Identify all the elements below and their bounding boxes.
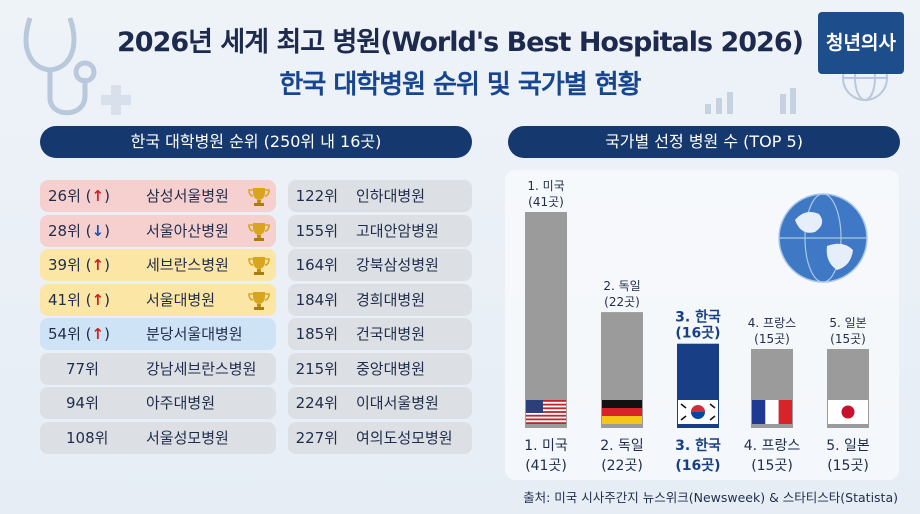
ranking-row: 108위 서울성모병원 — [40, 421, 276, 454]
source-note: 출처: 미국 시사주간지 뉴스위크(Newsweek) & 스타티스타(Stat… — [523, 490, 898, 505]
arrow-down-icon: ↓ — [91, 221, 105, 240]
axis-value-label: (15곳) — [751, 458, 793, 474]
rank-label: 215위 — [295, 359, 338, 378]
page-subtitle: 한국 대학병원 순위 및 국가별 현황 — [279, 70, 641, 100]
logo: 청년의사 — [818, 12, 904, 74]
arrow-up-icon: ↑ — [91, 325, 105, 343]
ranking-row: 94위 아주대병원 — [40, 387, 276, 419]
bar-category-label: 5. 일본 — [829, 316, 866, 330]
hospital-name: 강남세브란스병원 — [146, 359, 257, 378]
hospital-name: 이대서울병원 — [356, 394, 439, 412]
rank-label: 122위 — [295, 187, 338, 205]
bar-value-label: (15곳) — [830, 332, 866, 346]
hospital-name: 건국대병원 — [356, 325, 426, 343]
rank-label: 39위 (↑) — [48, 256, 110, 274]
bar-value-label: (16곳) — [675, 326, 720, 342]
axis-category-label: 3. 한국 — [675, 438, 721, 454]
hospital-name: 아주대병원 — [146, 394, 216, 412]
japan-flag-icon — [828, 400, 868, 424]
ranking-row: 164위 강북삼성병원 — [288, 249, 472, 281]
arrow-up-icon: ↑ — [91, 187, 105, 205]
ranking-row: 26위 (↑) 삼성서울병원 — [40, 180, 276, 212]
ranking-row: 41위 (↑) 서울대병원 — [40, 283, 276, 316]
axis-category-label: 4. 프랑스 — [744, 438, 801, 454]
hospital-name: 여의도성모병원 — [356, 428, 453, 447]
hospital-name: 세브란스병원 — [146, 256, 229, 274]
ranking-row: 77위 강남세브란스병원 — [40, 352, 276, 385]
ranking-row: 215위 중앙대병원 — [288, 352, 472, 385]
korea-flag-icon — [678, 400, 718, 424]
trophy-icon — [248, 222, 270, 241]
hospital-name: 분당서울대병원 — [146, 325, 243, 343]
rank-label: 77위 — [66, 359, 99, 378]
ranking-heading: 한국 대학병원 순위 (250위 내 16곳) — [40, 126, 472, 158]
trophy-badge — [248, 221, 270, 253]
medical-cross-icon — [101, 85, 131, 115]
stethoscope-icon — [23, 17, 97, 116]
page-title: 2026년 세계 최고 병원(World's Best Hospitals 20… — [117, 27, 804, 58]
axis-category-label: 5. 일본 — [826, 438, 870, 454]
bar-value-label: (22곳) — [604, 295, 640, 309]
bar-0 — [525, 212, 567, 428]
hospital-name: 고대안암병원 — [356, 221, 439, 240]
us-flag-icon — [526, 400, 566, 424]
rank-label: 108위 — [66, 428, 109, 447]
ranking-row: 39위 (↑) 세브란스병원 — [40, 249, 276, 281]
hospital-name: 경희대병원 — [356, 290, 426, 309]
germany-flag-icon — [602, 400, 642, 424]
bar-value-label: (41곳) — [528, 195, 564, 209]
axis-value-label: (15곳) — [827, 458, 869, 474]
bar-graph-icon — [705, 88, 796, 114]
ranking-row: 54위 (↑) 분당서울대병원 — [40, 318, 276, 350]
bar-category-label: 3. 한국 — [675, 310, 721, 326]
hospital-name: 삼성서울병원 — [146, 187, 229, 205]
axis-value-label: (22곳) — [601, 458, 643, 474]
rank-label: 54위 (↑) — [48, 325, 110, 343]
rank-label: 26위 (↑) — [48, 187, 110, 205]
ranking-row: 155위 고대안암병원 — [288, 214, 472, 247]
axis-category-label: 2. 독일 — [600, 438, 644, 454]
rank-label: 224위 — [295, 394, 338, 412]
trophy-badge — [248, 186, 270, 218]
ranking-row: 28위 (↓) 서울아산병원 — [40, 214, 276, 247]
trophy-icon — [248, 257, 270, 275]
bar-category-label: 4. 프랑스 — [748, 316, 796, 330]
arrow-up-icon: ↑ — [91, 290, 105, 309]
rank-label: 94위 — [66, 394, 99, 412]
axis-category-label: 1. 미국 — [524, 438, 568, 454]
hospital-name: 서울아산병원 — [146, 221, 229, 240]
ranking-row: 184위 경희대병원 — [288, 283, 472, 316]
rank-label: 184위 — [295, 290, 338, 309]
trophy-badge — [248, 290, 270, 322]
rank-label: 185위 — [295, 325, 338, 343]
rank-label: 155위 — [295, 221, 338, 240]
axis-value-label: (16곳) — [675, 458, 720, 474]
ranking-row: 185위 건국대병원 — [288, 318, 472, 350]
rank-label: 28위 (↓) — [48, 221, 110, 240]
bar-value-label: (15곳) — [754, 332, 790, 346]
ranking-row: 224위 이대서울병원 — [288, 387, 472, 419]
bar-category-label: 2. 독일 — [603, 279, 640, 293]
france-flag-icon — [752, 400, 792, 424]
trophy-badge — [248, 255, 270, 287]
rank-label: 41위 (↑) — [48, 290, 110, 309]
hospital-name: 중앙대병원 — [356, 359, 426, 378]
ranking-row: 227위 여의도성모병원 — [288, 421, 472, 454]
bar-category-label: 1. 미국 — [527, 179, 564, 193]
chart-heading: 국가별 선정 병원 수 (TOP 5) — [508, 126, 900, 158]
trophy-icon — [248, 291, 270, 310]
trophy-icon — [248, 188, 270, 206]
hospital-name: 강북삼성병원 — [356, 256, 439, 274]
hospital-name: 서울대병원 — [146, 290, 216, 309]
axis-value-label: (41곳) — [525, 458, 567, 474]
arrow-up-icon: ↑ — [91, 256, 105, 274]
ranking-row: 122위 인하대병원 — [288, 180, 472, 212]
country-bar-chart: 1. 미국 (41곳) 1. 미국 (41곳) 2. 독일 (22곳) 2. 독일 (22곳)… — [524, 179, 870, 474]
rank-label: 164위 — [295, 256, 338, 274]
hospital-name: 서울성모병원 — [146, 428, 229, 447]
rank-label: 227위 — [295, 428, 338, 447]
globe-icon — [778, 193, 868, 283]
hospital-name: 인하대병원 — [356, 187, 426, 205]
